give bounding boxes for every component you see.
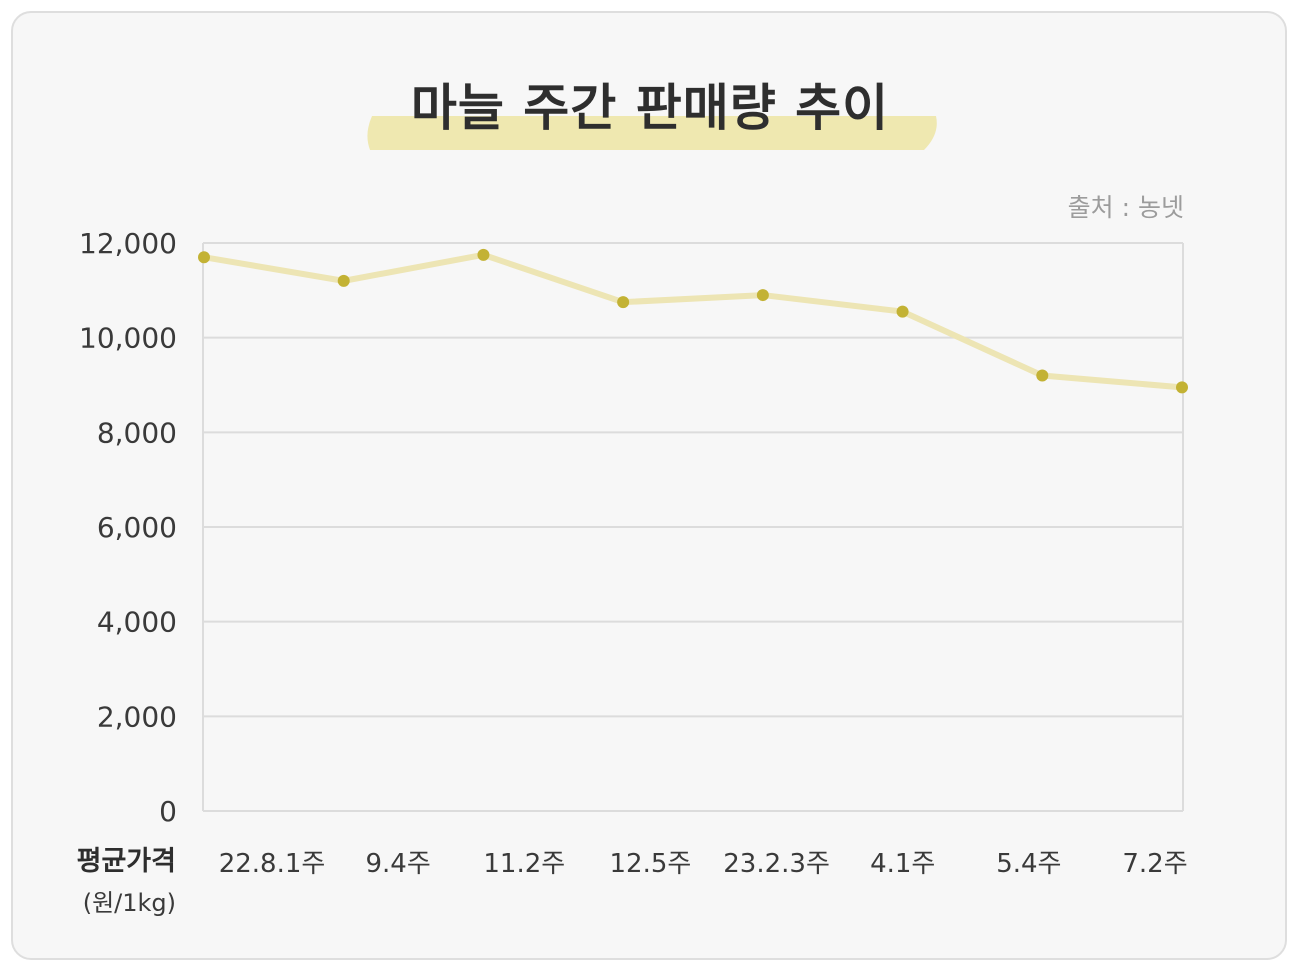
data-point bbox=[477, 248, 490, 261]
y-tick-label: 8,000 bbox=[97, 416, 177, 449]
y-tick-label: 4,000 bbox=[97, 606, 177, 639]
plot-frame bbox=[202, 243, 1184, 811]
title-area: 마늘 주간 판매량 추이 bbox=[0, 78, 1300, 158]
x-tick-label: 9.4주 bbox=[366, 849, 431, 879]
x-axis-ticks: 22.8.1주 9.4주 11.2주 12.5주 23.2.3주 4.1주 5.4주 7.2주 bbox=[219, 849, 1188, 879]
y-tick-label: 6,000 bbox=[97, 511, 177, 544]
source-label: 출처 : 농넷 bbox=[1067, 193, 1184, 222]
data-point bbox=[756, 289, 769, 302]
data-point bbox=[337, 274, 350, 287]
data-point bbox=[896, 305, 909, 318]
data-point bbox=[1036, 369, 1049, 382]
series-line bbox=[203, 251, 1183, 391]
price-series bbox=[198, 248, 1188, 394]
y-tick-label: 12,000 bbox=[79, 227, 177, 260]
data-point bbox=[617, 296, 630, 309]
chart-title: 마늘 주간 판매량 추이 bbox=[410, 79, 890, 137]
x-tick-label: 23.2.3주 bbox=[723, 849, 830, 879]
data-point bbox=[198, 251, 210, 264]
x-tick-label: 4.1주 bbox=[870, 849, 935, 879]
x-tick-label: 22.8.1주 bbox=[219, 849, 326, 879]
x-tick-label: 11.2주 bbox=[483, 849, 565, 879]
y-tick-label: 0 bbox=[159, 795, 177, 828]
y-tick-label: 10,000 bbox=[79, 322, 177, 355]
x-tick-label: 7.2주 bbox=[1122, 849, 1187, 879]
y-axis-unit: (원/1kg) bbox=[83, 889, 176, 917]
chart-card bbox=[11, 11, 1287, 960]
title-highlight bbox=[367, 116, 937, 150]
y-axis-title: 평균가격 (원/1kg) bbox=[77, 846, 176, 917]
y-axis-ticks: 0 2,000 4,000 6,000 8,000 10,000 12,000 bbox=[79, 227, 177, 828]
y-axis-label: 평균가격 bbox=[77, 846, 176, 877]
gridlines bbox=[203, 242, 1183, 812]
data-point bbox=[1176, 381, 1188, 394]
x-tick-label: 12.5주 bbox=[610, 849, 692, 879]
y-tick-label: 2,000 bbox=[97, 700, 177, 733]
x-tick-label: 5.4주 bbox=[996, 849, 1061, 879]
